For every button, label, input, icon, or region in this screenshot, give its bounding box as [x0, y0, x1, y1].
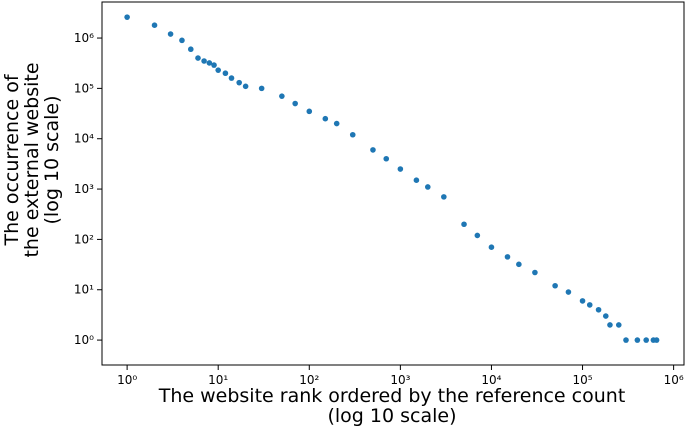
x-tick-label: 10⁶	[664, 373, 684, 387]
x-axis-label: The website rank ordered by the referenc…	[158, 385, 626, 407]
x-tick-label: 10²	[299, 373, 319, 387]
plot-frame	[101, 1, 685, 366]
point	[532, 269, 538, 276]
point	[215, 67, 221, 73]
point	[565, 289, 572, 295]
y-tick-label: 10⁴	[74, 132, 94, 146]
point	[504, 254, 511, 260]
point	[258, 85, 265, 92]
point	[292, 100, 298, 107]
point	[167, 31, 174, 37]
x-tick-label: 10⁵	[572, 373, 592, 387]
x-tick-label: 10³	[390, 373, 410, 387]
point	[201, 58, 207, 64]
point	[579, 298, 586, 304]
point	[349, 131, 356, 138]
point	[474, 232, 481, 239]
point	[383, 155, 390, 162]
point	[623, 337, 629, 343]
y-axis-label: the external website	[21, 62, 43, 257]
x-tick-label: 10⁴	[481, 373, 501, 387]
y-tick-label: 10²	[74, 232, 94, 246]
point	[222, 70, 229, 77]
point	[370, 147, 376, 153]
point	[397, 166, 404, 172]
point	[461, 221, 467, 228]
point	[279, 93, 285, 99]
point	[607, 322, 613, 328]
point	[413, 177, 420, 184]
y-tick-label: 10¹	[74, 283, 94, 297]
point	[516, 261, 522, 268]
point	[602, 313, 609, 319]
point	[306, 108, 313, 115]
point	[441, 194, 447, 200]
point	[187, 46, 194, 53]
point	[333, 120, 340, 127]
point	[595, 306, 602, 313]
point	[424, 184, 431, 190]
point	[653, 337, 660, 343]
y-axis-label: The occurrence of	[1, 73, 23, 246]
point	[206, 60, 213, 66]
y-tick-label: 10⁰	[74, 333, 94, 347]
y-tick-label: 10³	[74, 182, 94, 196]
point	[179, 37, 185, 44]
y-tick-label: 10⁶	[74, 31, 94, 45]
x-axis-label: (log 10 scale)	[327, 405, 456, 427]
point	[211, 62, 217, 68]
y-axis-label: (log 10 scale)	[41, 95, 63, 224]
point	[195, 55, 201, 61]
x-tick-label: 10¹	[208, 373, 228, 387]
point	[242, 83, 249, 90]
point	[552, 282, 558, 289]
point	[488, 244, 495, 251]
point	[643, 337, 650, 343]
point	[236, 79, 242, 86]
x-tick-label: 10⁰	[117, 373, 137, 387]
point	[615, 322, 622, 328]
point	[322, 115, 329, 122]
point	[151, 22, 158, 28]
point	[228, 75, 235, 81]
point	[634, 337, 641, 343]
point	[124, 14, 130, 20]
y-tick-label: 10⁵	[74, 81, 94, 95]
point	[586, 302, 593, 308]
